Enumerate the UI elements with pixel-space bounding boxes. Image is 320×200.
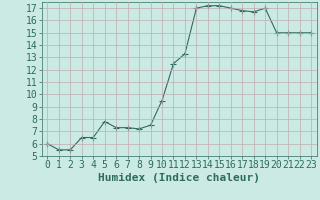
X-axis label: Humidex (Indice chaleur): Humidex (Indice chaleur) [98,173,260,183]
